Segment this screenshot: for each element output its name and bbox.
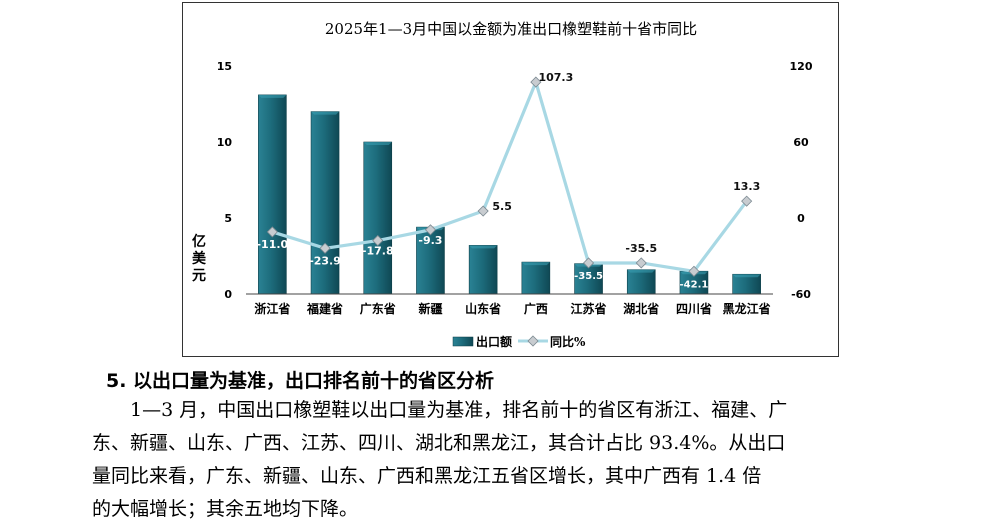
paragraph-line-3: 量同比来看，广东、新疆、山东、广西和黑龙江五省区增长，其中广西有 1.4 倍 <box>92 465 762 487</box>
yoy-data-label: -42.1 <box>680 279 709 290</box>
category-label: 福建省 <box>306 301 343 316</box>
bar-top-highlight <box>469 245 498 249</box>
section-heading: 5. 以出口量为基准，出口排名前十的省区分析 <box>106 370 495 392</box>
category-label: 广西 <box>524 301 548 316</box>
y-axis-label-char: 美 <box>192 250 207 267</box>
category-label: 黑龙江省 <box>723 301 771 316</box>
left-tick-label: 10 <box>217 136 233 149</box>
yoy-data-label: -11.0 <box>256 238 288 251</box>
right-tick-label: 60 <box>793 136 809 149</box>
bar-top-highlight <box>311 111 340 115</box>
bar-top-highlight <box>732 274 761 278</box>
bar-广东省 <box>363 141 393 295</box>
yoy-data-label: 107.3 <box>538 71 573 84</box>
yoy-data-label: -35.5 <box>574 271 603 282</box>
category-label: 浙江省 <box>254 301 290 316</box>
bar-福建省 <box>310 111 340 295</box>
bar-广西 <box>521 261 551 295</box>
yoy-line <box>271 80 748 273</box>
legend-line-marker <box>527 335 539 347</box>
bar-浙江省 <box>258 94 287 295</box>
category-label: 新疆 <box>418 301 442 316</box>
right-tick-label: -60 <box>791 288 811 301</box>
paragraph-line-2: 东、新疆、山东、广西、江苏、四川、湖北和黑龙江，其合计占比 93.4%。从出口 <box>92 432 786 454</box>
bar-top-highlight <box>521 262 550 266</box>
yoy-data-label: -35.5 <box>625 242 657 255</box>
yoy-marker <box>424 224 437 236</box>
yoy-marker <box>635 257 647 269</box>
bar-top-highlight <box>258 94 287 98</box>
paragraph-line-4: 的大幅增长；其余五地均下降。 <box>92 498 359 520</box>
y-axis-label-char: 亿 <box>192 233 206 250</box>
yoy-data-label: -17.8 <box>362 245 394 258</box>
category-label: 广东省 <box>360 301 396 316</box>
category-label: 山东省 <box>465 301 501 316</box>
yoy-marker <box>266 226 278 238</box>
yoy-marker <box>477 205 489 217</box>
bar-top-highlight <box>627 269 656 273</box>
bar-湖北省 <box>626 269 656 295</box>
right-tick-label: 0 <box>797 212 805 225</box>
paragraph-line-1: 1—3 月，中国出口橡塑鞋以出口量为基准，排名前十的省区有浙江、福建、广 <box>130 399 788 421</box>
y-axis-label-char: 元 <box>192 268 206 284</box>
yoy-data-label: -23.9 <box>309 254 341 267</box>
yoy-data-label: 5.5 <box>492 200 512 213</box>
category-label: 四川省 <box>676 301 712 316</box>
legend-line-label: 同比% <box>550 334 586 349</box>
yoy-marker <box>372 234 384 247</box>
export-chart: 2025年1—3月中国以金额为准出口橡塑鞋前十省市同比 15 10 5 0 120 60 0… <box>192 20 813 349</box>
chart-title: 2025年1—3月中国以金额为准出口橡塑鞋前十省市同比 <box>325 20 697 38</box>
bar-山东省 <box>468 245 498 295</box>
legend-bar-swatch <box>452 336 474 347</box>
left-tick-label: 5 <box>224 212 232 225</box>
yoy-marker <box>741 195 753 207</box>
yoy-marker <box>530 76 542 88</box>
yoy-marker <box>319 242 331 254</box>
yoy-data-label: 13.3 <box>733 180 760 193</box>
left-tick-label: 0 <box>224 288 232 301</box>
bar-top-highlight <box>363 142 392 145</box>
category-label: 湖北省 <box>623 301 659 316</box>
yoy-marker <box>582 257 595 269</box>
bar-新疆 <box>416 226 445 295</box>
category-label: 江苏省 <box>571 301 607 316</box>
yoy-data-label: -9.3 <box>418 234 442 247</box>
bar-江苏省 <box>574 263 603 295</box>
chart-frame: 2025年1—3月中国以金额为准出口橡塑鞋前十省市同比 15 10 5 0 120 60 0… <box>182 2 839 357</box>
yoy-marker <box>688 265 700 277</box>
left-tick-label: 15 <box>217 60 232 73</box>
legend-bar-label: 出口额 <box>476 334 512 349</box>
right-tick-label: 120 <box>790 60 813 73</box>
